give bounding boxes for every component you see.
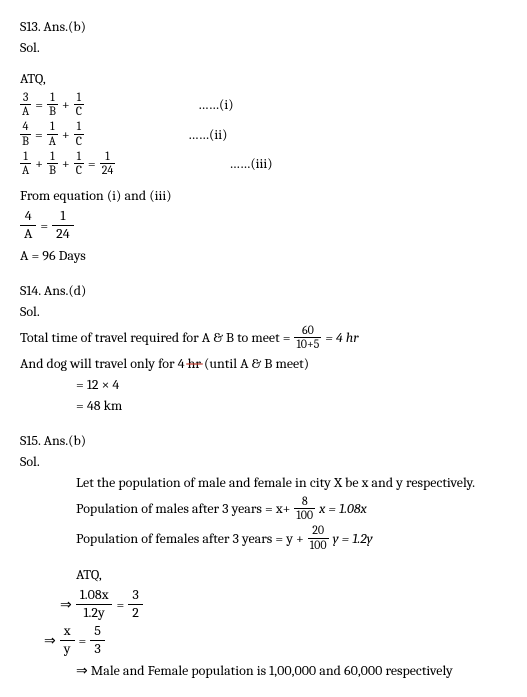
s13-eq2: 4B = 1A + 1C ……(ii) [20, 120, 507, 147]
s15-l1: Let the population of male and female in… [76, 472, 507, 493]
s13-res-eq: 4A = 124 [20, 208, 507, 243]
s14-line1: Total time of travel required for A & B … [20, 324, 507, 351]
s13-result: A = 96 Days [20, 245, 507, 266]
s13-sol: Sol. [20, 37, 507, 58]
s13-eq1: 3A = 1B + 1C ……(i) [20, 91, 507, 118]
s14-calc1: = 12 × 4 [76, 374, 507, 395]
s15-l2: Population of males after 3 years = x+ 8… [76, 495, 507, 522]
s13-atq: ATQ, [20, 68, 507, 89]
s15-eqA: ⇒ 1.08x1.2y = 32 [60, 587, 507, 622]
s15-atq: ATQ, [76, 564, 507, 585]
s13-from: From equation (i) and (iii) [20, 185, 507, 206]
s15-sol: Sol. [20, 451, 507, 472]
s15-heading: S15. Ans.(b) [20, 430, 507, 451]
s13-heading: S13. Ans.(b) [20, 16, 507, 37]
s13-eq3: 1A + 1B + 1C = 124 ……(iii) [20, 150, 507, 177]
s15-eqB: ⇒ xy = 53 [44, 623, 507, 658]
s14-calc2: = 48 km [76, 395, 507, 416]
s14-line2: And dog will travel only for 4 hr (until… [20, 353, 507, 374]
s15-concl: ⇒ Male and Female population is 1,00,000… [76, 660, 507, 681]
s14-sol: Sol. [20, 301, 507, 322]
s15-l3: Population of females after 3 years = y … [76, 524, 507, 551]
s14-heading: S14. Ans.(d) [20, 280, 507, 301]
